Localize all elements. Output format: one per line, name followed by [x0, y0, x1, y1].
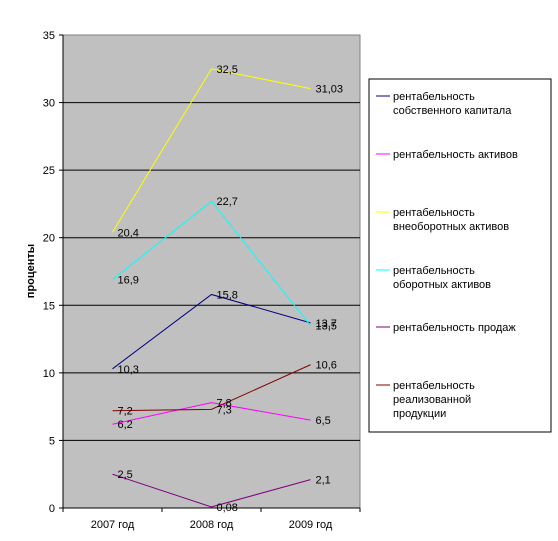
legend-label: рентабельность внеоборотных активов: [393, 207, 509, 233]
data-label: 7,2: [118, 406, 133, 418]
legend: рентабельность собственного капитала рента…: [376, 91, 518, 420]
x-tick-label: 2009 год: [289, 519, 333, 531]
y-axis-ticks: 0 5 10 15 20 25 30 35: [43, 30, 360, 515]
y-tick-label: 20: [43, 233, 55, 245]
series-line: [112, 402, 311, 425]
data-label: 32,5: [217, 64, 238, 76]
series-line: [112, 473, 311, 508]
plot-area: [62, 34, 361, 509]
x-axis-ticks: 2007 год 2008 год 2009 год: [62, 508, 361, 531]
x-tick-label: 2007 год: [91, 519, 135, 531]
x-tick-label: 2008 год: [190, 519, 234, 531]
y-tick-label: 30: [43, 98, 55, 110]
data-label: 6,2: [118, 419, 133, 431]
legend-item: рентабельность оборотных активов: [376, 265, 491, 291]
y-tick-label: 15: [43, 300, 55, 312]
legend-item: рентабельность продаж: [376, 322, 516, 334]
y-tick-label: 35: [43, 30, 55, 42]
legend-box: [368, 78, 552, 433]
y-tick-label: 0: [49, 503, 55, 515]
legend-label: рентабельность продаж: [393, 322, 516, 334]
data-label: 20,4: [118, 227, 139, 239]
legend-item: рентабельность реализованной продукции: [376, 380, 475, 420]
data-label: 6,5: [316, 415, 331, 427]
series-line: [112, 364, 311, 412]
data-label: 22,7: [217, 196, 238, 208]
data-label: 10,3: [118, 364, 139, 376]
data-label: 7,3: [217, 404, 232, 416]
data-label: 13,5: [316, 321, 337, 333]
series-lines: [112, 68, 311, 508]
data-label: 13,7: [316, 318, 337, 330]
data-label: 10,6: [316, 360, 337, 372]
data-label: 16,9: [118, 275, 139, 287]
data-label: 2,5: [118, 469, 133, 481]
series-line: [112, 68, 311, 233]
legend-label: рентабельность активов: [393, 149, 518, 161]
gridlines: [63, 102, 360, 441]
legend-label: рентабельность оборотных активов: [393, 265, 491, 291]
legend-item: рентабельность внеоборотных активов: [376, 207, 509, 233]
data-label: 0,08: [217, 502, 238, 514]
y-axis-label: проценты: [25, 244, 37, 298]
series-line: [112, 200, 311, 326]
legend-item: рентабельность собственного капитала: [376, 91, 512, 117]
series-line: [112, 293, 311, 370]
legend-item: рентабельность активов: [376, 149, 518, 161]
data-labels: 10,3 15,8 13,7 6,2 7,8 6,5 20,4 32,5 31,03 16,9 22…: [118, 64, 344, 514]
y-tick-label: 25: [43, 165, 55, 177]
data-label: 2,1: [316, 475, 331, 487]
y-tick-label: 10: [43, 368, 55, 380]
y-tick-label: 5: [49, 435, 55, 447]
legend-label: рентабельность реализованной продукции: [393, 380, 475, 420]
data-label: 31,03: [316, 84, 344, 96]
data-label: 7,8: [217, 398, 232, 410]
data-label: 15,8: [217, 289, 238, 301]
legend-label: рентабельность собственного капитала: [393, 91, 512, 117]
